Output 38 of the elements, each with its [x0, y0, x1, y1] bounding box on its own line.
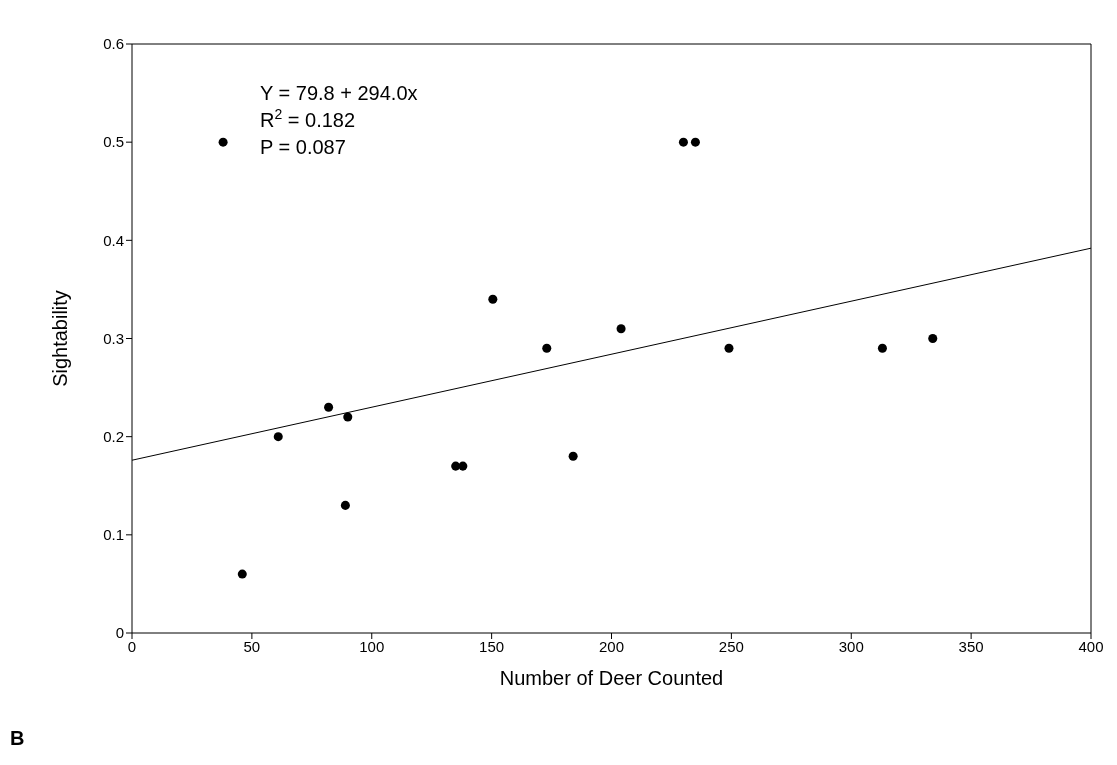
x-tick-label: 100	[359, 637, 385, 655]
x-tick-label: 50	[243, 637, 261, 655]
annotation: R$^{2}$ = 0.182	[260, 106, 356, 132]
x-tick-label: 300	[838, 637, 864, 655]
x-tick-label: 150	[479, 637, 505, 655]
y-axis-title: Sightability	[49, 290, 72, 387]
point	[273, 432, 283, 442]
annotation: P = 0.087	[260, 135, 346, 159]
y-tick-label: 0	[115, 624, 124, 642]
point	[324, 402, 334, 412]
y-tick-label: 0.4	[103, 231, 124, 249]
point	[458, 461, 468, 471]
point	[724, 343, 734, 353]
y-tick-label: 0.1	[103, 526, 124, 544]
x-tick-label: 400	[1078, 637, 1104, 655]
x-tick-label: 200	[598, 637, 625, 655]
y-tick-label: 0.6	[103, 35, 124, 53]
point	[678, 137, 688, 147]
point	[542, 343, 552, 353]
point	[218, 137, 228, 147]
y-tick-label: 0.5	[103, 133, 124, 151]
y-tick-label: 0.3	[103, 329, 124, 347]
point	[690, 137, 700, 147]
point	[488, 294, 498, 304]
point	[237, 569, 247, 579]
point	[877, 343, 887, 353]
x-tick-label: 250	[718, 637, 744, 655]
point	[568, 451, 578, 461]
x-axis-title: Number of Deer Counted	[499, 667, 724, 689]
text: B	[10, 727, 25, 750]
point	[616, 324, 626, 334]
y-tick-label: 0.2	[103, 427, 124, 445]
annotation: Y = 79.8 + 294.0x	[260, 81, 418, 105]
x-tick-label: 0	[127, 637, 137, 655]
point	[340, 500, 350, 510]
point	[928, 333, 938, 344]
point	[343, 412, 353, 422]
x-tick-label: 350	[958, 637, 984, 655]
